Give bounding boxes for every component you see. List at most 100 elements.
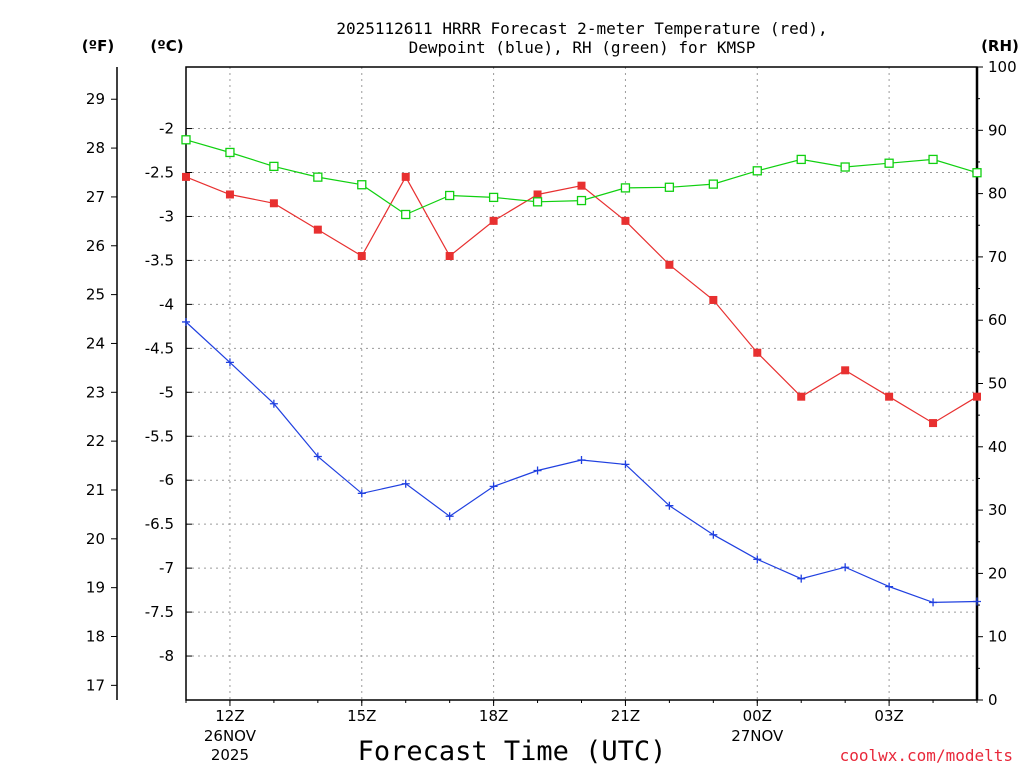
rh-tick-label: 70 xyxy=(988,248,1007,266)
celsius-tick-label: -2.5 xyxy=(145,164,174,182)
fahrenheit-tick-label: 25 xyxy=(86,286,105,304)
rh-tick-label: 0 xyxy=(988,691,998,709)
x-axis-label: Forecast Time (UTC) xyxy=(358,736,667,767)
temperature-point xyxy=(489,216,498,225)
chart-title-line2: Dewpoint (blue), RH (green) for KMSP xyxy=(409,38,756,57)
fahrenheit-tick-label: 19 xyxy=(86,579,105,597)
rh-point xyxy=(401,209,411,220)
dewpoint-point xyxy=(489,482,498,491)
celsius-tick-label: -3.5 xyxy=(145,251,174,269)
rh-tick-label: 100 xyxy=(988,58,1017,76)
celsius-tick-label: -7 xyxy=(159,559,174,577)
celsius-tick-label: -6 xyxy=(159,471,174,489)
rh-unit-label: (RH) xyxy=(981,37,1019,55)
tick-labels: -2 -2.5 -3 -3.5 -4 -4.5 -5 -5.5 -6 -6.5 -7 -7.5 -8 12… xyxy=(86,58,1017,764)
rh-point xyxy=(532,197,543,207)
dewpoint-point xyxy=(753,555,762,564)
fahrenheit-tick-label: 23 xyxy=(86,383,105,401)
temperature-point xyxy=(313,225,322,234)
dewpoint-point xyxy=(841,563,850,572)
dewpoint-point xyxy=(797,574,806,583)
rh-point xyxy=(181,135,191,145)
series-layer xyxy=(181,135,982,607)
dewpoint-point xyxy=(225,358,234,367)
dewpoint-point xyxy=(313,452,322,461)
celsius-tick-label: -5 xyxy=(159,383,174,401)
temperature-point xyxy=(885,392,894,401)
temperature-point xyxy=(269,199,278,208)
plot-frame xyxy=(185,66,978,701)
temperature-point xyxy=(533,190,542,199)
temperature-point xyxy=(225,190,234,199)
fahrenheit-unit-label: (ºF) xyxy=(82,37,114,55)
dewpoint-point xyxy=(401,479,410,488)
x-tick-label: 00Z xyxy=(743,707,772,725)
x-year-label: 2025 xyxy=(211,746,249,764)
rh-point xyxy=(972,168,982,178)
celsius-unit-label: (ºC) xyxy=(150,37,183,55)
rh-tick-label: 10 xyxy=(988,628,1007,646)
rh-point xyxy=(576,195,587,206)
fahrenheit-tick-label: 28 xyxy=(86,139,105,157)
temperature-point xyxy=(357,252,366,261)
x-tick-label: 15Z xyxy=(347,707,376,725)
fahrenheit-tick-label: 26 xyxy=(86,237,105,255)
rh-point xyxy=(357,180,367,190)
temperature-line xyxy=(185,175,978,424)
rh-point xyxy=(708,179,718,189)
temperature-point xyxy=(929,419,938,428)
fahrenheit-tick-label: 24 xyxy=(86,334,105,352)
x-tick-label: 18Z xyxy=(479,707,508,725)
rh-point xyxy=(313,172,323,182)
rh-tick-label: 20 xyxy=(988,564,1007,582)
rh-tick-label: 80 xyxy=(988,185,1007,203)
rh-point xyxy=(488,192,499,203)
credit-label: coolwx.com/modelts xyxy=(840,746,1013,765)
temperature-point xyxy=(973,392,981,401)
rh-point xyxy=(884,158,894,168)
chart-title-line1: 2025112611 HRRR Forecast 2-meter Tempera… xyxy=(336,19,827,38)
dewpoint-point xyxy=(445,512,454,521)
fahrenheit-tick-label: 29 xyxy=(86,90,105,108)
fahrenheit-tick-label: 18 xyxy=(86,628,105,646)
x-tick-label: 21Z xyxy=(611,707,640,725)
dewpoint-point xyxy=(357,489,366,498)
rh-point xyxy=(796,154,806,165)
temperature-point xyxy=(182,172,190,181)
temperature-point xyxy=(665,260,674,269)
x-date-label: 26NOV xyxy=(204,727,257,745)
rh-point xyxy=(445,190,455,201)
axes xyxy=(111,66,983,706)
fahrenheit-tick-label: 22 xyxy=(86,432,105,450)
temperature-point xyxy=(621,216,630,225)
celsius-tick-label: -5.5 xyxy=(145,427,174,445)
temperature-point xyxy=(841,366,850,375)
rh-point xyxy=(269,161,279,172)
fahrenheit-tick-label: 20 xyxy=(86,530,105,548)
fahrenheit-tick-label: 27 xyxy=(86,188,105,206)
dewpoint-point xyxy=(269,399,278,408)
rh-point xyxy=(225,147,235,158)
rh-tick-label: 60 xyxy=(988,311,1007,329)
temperature-point xyxy=(709,295,718,304)
rh-point xyxy=(928,154,938,165)
celsius-tick-label: -7.5 xyxy=(145,603,174,621)
celsius-tick-label: -3 xyxy=(159,207,174,225)
rh-tick-label: 40 xyxy=(988,438,1007,456)
temperature-point xyxy=(797,392,806,401)
fahrenheit-tick-label: 21 xyxy=(86,481,105,499)
fahrenheit-tick-label: 17 xyxy=(86,676,105,694)
x-tick-label: 03Z xyxy=(874,707,903,725)
rh-point xyxy=(620,183,631,193)
gridlines xyxy=(186,67,977,700)
dewpoint-point xyxy=(182,317,190,326)
dewpoint-point xyxy=(577,455,586,464)
dewpoint-point xyxy=(533,466,542,475)
temperature-point xyxy=(445,252,454,261)
dewpoint-point xyxy=(973,597,981,606)
rh-tick-label: 50 xyxy=(988,375,1007,393)
celsius-tick-label: -6.5 xyxy=(145,515,174,533)
x-date-label: 27NOV xyxy=(731,727,784,745)
temperature-point xyxy=(401,172,410,181)
